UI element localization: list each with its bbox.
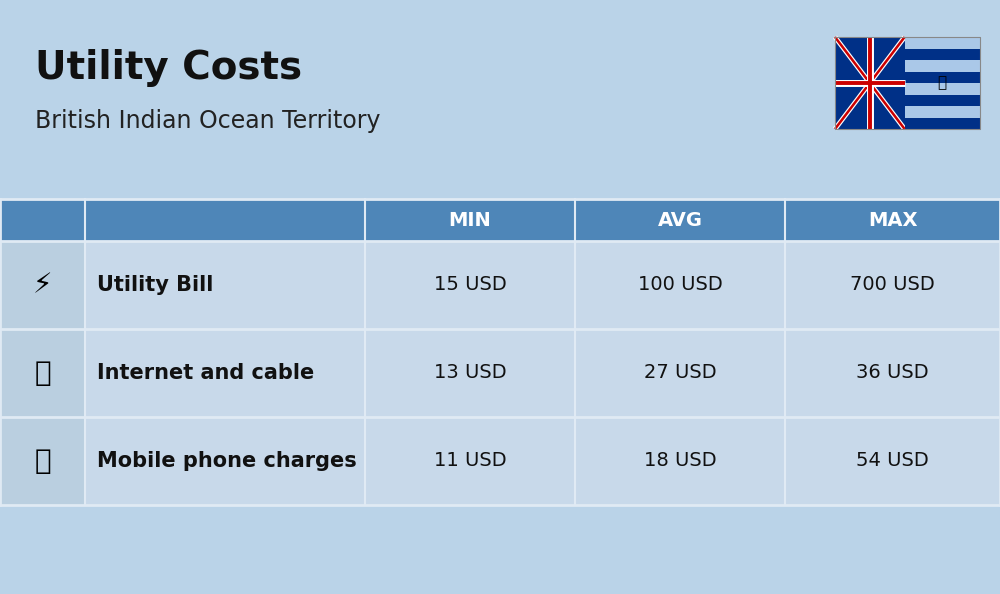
Text: Internet and cable: Internet and cable — [97, 363, 314, 383]
Bar — [0, 241, 85, 329]
Text: AVG: AVG — [658, 210, 702, 229]
Text: 700 USD: 700 USD — [850, 276, 935, 295]
Text: MIN: MIN — [449, 210, 491, 229]
Bar — [905, 49, 980, 60]
Text: Utility Costs: Utility Costs — [35, 49, 302, 87]
Bar — [905, 94, 980, 106]
Text: 15 USD: 15 USD — [434, 276, 506, 295]
Bar — [905, 118, 980, 129]
Bar — [905, 60, 980, 71]
Bar — [835, 37, 980, 129]
Text: Utility Bill: Utility Bill — [97, 275, 213, 295]
Bar — [0, 329, 85, 417]
Text: 54 USD: 54 USD — [856, 451, 929, 470]
Text: 27 USD: 27 USD — [644, 364, 716, 383]
Text: 11 USD: 11 USD — [434, 451, 506, 470]
Text: 13 USD: 13 USD — [434, 364, 506, 383]
Bar — [0, 199, 1000, 241]
Bar — [85, 417, 1000, 505]
Bar — [905, 83, 980, 94]
Bar — [905, 71, 980, 83]
Bar — [85, 329, 1000, 417]
Text: 36 USD: 36 USD — [856, 364, 929, 383]
Bar — [905, 37, 980, 49]
Text: Mobile phone charges: Mobile phone charges — [97, 451, 357, 471]
Text: ⚡: ⚡ — [33, 271, 52, 299]
Text: 100 USD: 100 USD — [638, 276, 722, 295]
Text: 📱: 📱 — [34, 447, 51, 475]
Bar — [0, 417, 85, 505]
Text: 📶: 📶 — [34, 359, 51, 387]
Bar — [905, 106, 980, 118]
Text: MAX: MAX — [868, 210, 917, 229]
Bar — [835, 37, 980, 129]
Text: 🌴: 🌴 — [938, 75, 947, 90]
Text: British Indian Ocean Territory: British Indian Ocean Territory — [35, 109, 380, 133]
Text: 18 USD: 18 USD — [644, 451, 716, 470]
Bar — [85, 241, 1000, 329]
